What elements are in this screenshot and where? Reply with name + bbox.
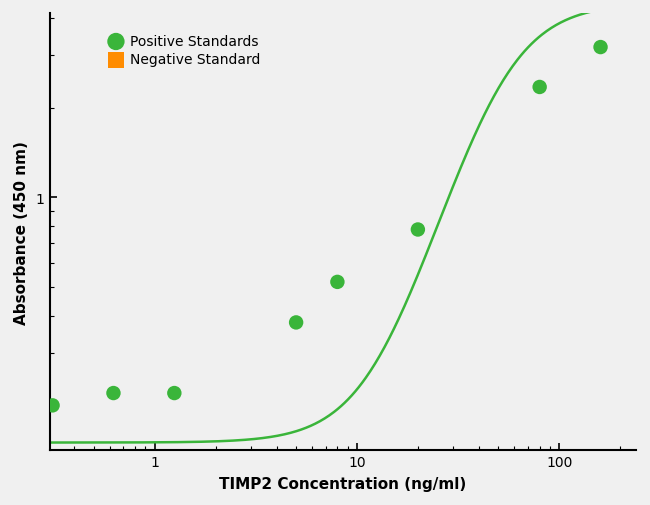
Positive Standards — [109, 389, 119, 397]
X-axis label: TIMP2 Concentration (ng/ml): TIMP2 Concentration (ng/ml) — [219, 476, 467, 491]
Negative Standard — [595, 457, 606, 465]
Positive Standards — [291, 319, 302, 327]
Negative Standard — [413, 457, 423, 465]
Positive Standards — [595, 44, 606, 52]
Y-axis label: Absorbance (450 nm): Absorbance (450 nm) — [14, 140, 29, 324]
Positive Standards — [169, 389, 179, 397]
Negative Standard — [352, 457, 362, 465]
Negative Standard — [534, 457, 545, 465]
Negative Standard — [169, 457, 179, 465]
Positive Standards — [534, 84, 545, 92]
Negative Standard — [109, 457, 119, 465]
Negative Standard — [47, 457, 58, 465]
Negative Standard — [474, 457, 484, 465]
Positive Standards — [332, 278, 343, 286]
Negative Standard — [291, 457, 302, 465]
Legend: Positive Standards, Negative Standard: Positive Standards, Negative Standard — [103, 29, 266, 73]
Positive Standards — [47, 401, 58, 410]
Negative Standard — [230, 457, 240, 465]
Positive Standards — [413, 226, 423, 234]
